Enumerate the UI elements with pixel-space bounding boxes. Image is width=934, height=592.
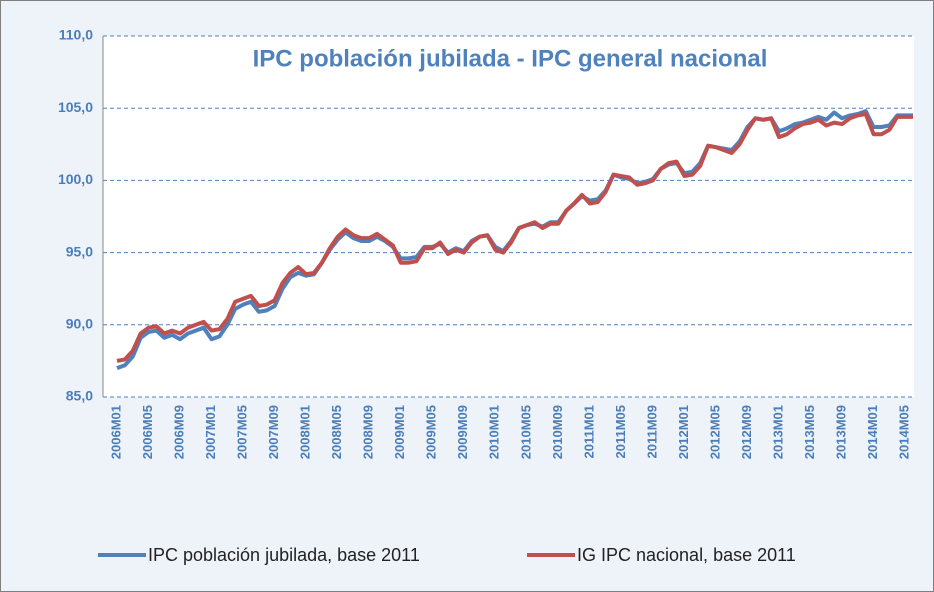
x-tick-label: 2007M05	[235, 405, 250, 459]
legend-label: IG IPC nacional, base 2011	[577, 545, 796, 565]
chart-title: IPC población jubilada - IPC general nac…	[253, 45, 768, 72]
y-tick-label: 100,0	[58, 171, 93, 187]
y-tick-label: 95,0	[66, 243, 93, 259]
x-tick-label: 2007M01	[203, 405, 218, 459]
plot-area	[103, 36, 914, 397]
x-tick-label: 2006M09	[171, 405, 186, 459]
x-tick-label: 2010M09	[550, 405, 565, 459]
x-tick-label: 2014M05	[897, 405, 912, 459]
x-tick-label: 2010M05	[518, 405, 533, 459]
x-tick-label: 2011M05	[613, 405, 628, 459]
x-tick-label: 2012M09	[739, 405, 754, 459]
x-tick-label: 2013M01	[770, 405, 785, 459]
x-tick-label: 2008M05	[329, 405, 344, 459]
y-tick-label: 110,0	[59, 27, 93, 43]
x-tick-label: 2007M09	[266, 405, 281, 459]
x-tick-label: 2008M09	[361, 405, 376, 459]
x-tick-label: 2012M01	[676, 405, 691, 459]
y-tick-label: 105,0	[58, 99, 93, 115]
legend-label: IPC población jubilada, base 2011	[148, 545, 420, 565]
x-tick-label: 2010M01	[487, 405, 502, 459]
x-tick-label: 2008M01	[298, 405, 313, 459]
x-tick-label: 2006M05	[140, 405, 155, 459]
x-tick-label: 2009M05	[424, 405, 439, 459]
y-tick-label: 85,0	[66, 388, 93, 404]
x-tick-label: 2014M01	[865, 405, 880, 459]
series-line	[116, 111, 913, 363]
x-tick-label: 2009M09	[455, 405, 470, 459]
x-tick-label: 2013M05	[802, 405, 817, 459]
x-tick-label: 2011M09	[644, 405, 659, 459]
y-tick-label: 90,0	[66, 316, 93, 332]
x-tick-label: 2009M01	[392, 405, 407, 459]
x-tick-label: 2006M01	[108, 405, 123, 459]
x-tick-label: 2012M05	[707, 405, 722, 459]
x-tick-label: 2013M09	[834, 405, 849, 459]
x-tick-label: 2011M01	[581, 405, 596, 459]
